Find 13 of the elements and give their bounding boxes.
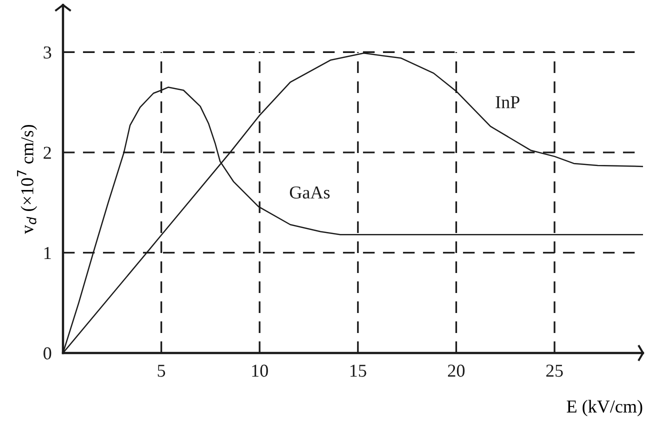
x-tick-label: 10 [252,364,268,377]
y-tick-label: 2 [44,146,51,159]
x-axis-title: E (kV/cm) [566,400,642,416]
x-tick-label: 15 [350,364,366,377]
x-tick-label: 5 [158,364,166,377]
y-tick-label: 1 [44,247,51,259]
series-label: GaAs [290,186,330,199]
y-axis-title: v$_{d}$ (×10$^{7}$ cm/s) [17,124,38,234]
x-tick-label: 25 [546,364,563,377]
y-tick-label: 3 [44,46,52,59]
y-tick-label: 0 [44,347,52,360]
series-label: InP [496,96,520,108]
x-tick-label: 20 [448,364,465,377]
